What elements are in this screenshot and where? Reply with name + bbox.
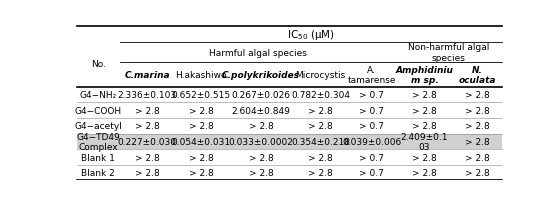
Text: > 2.8: > 2.8: [189, 153, 213, 162]
Text: 0.267±0.026: 0.267±0.026: [231, 90, 291, 100]
Text: > 0.7: > 0.7: [360, 106, 384, 115]
Text: > 2.8: > 2.8: [465, 122, 490, 131]
Text: > 2.8: > 2.8: [189, 106, 213, 115]
Text: > 2.8: > 2.8: [465, 153, 490, 162]
Text: > 2.8: > 2.8: [412, 90, 437, 100]
Text: > 2.8: > 2.8: [249, 153, 273, 162]
Text: G4−COOH: G4−COOH: [74, 106, 122, 115]
Text: Microcystis: Microcystis: [296, 71, 346, 80]
Text: H.akashiwo: H.akashiwo: [175, 71, 227, 80]
Text: > 0.7: > 0.7: [360, 90, 384, 100]
Text: > 2.8: > 2.8: [465, 168, 490, 177]
Text: > 2.8: > 2.8: [308, 122, 333, 131]
Text: G4−acetyl: G4−acetyl: [74, 122, 122, 131]
Text: > 0.7: > 0.7: [360, 153, 384, 162]
Text: 0.039±0.006: 0.039±0.006: [342, 137, 402, 146]
Text: G4−NH₂: G4−NH₂: [80, 90, 117, 100]
Text: > 2.8: > 2.8: [135, 122, 160, 131]
Text: > 2.8: > 2.8: [249, 168, 273, 177]
Text: Non-harmful algal
species: Non-harmful algal species: [408, 43, 489, 63]
Bar: [77, 134, 502, 149]
Text: 0.033±0.0002: 0.033±0.0002: [228, 137, 293, 146]
Text: N.
oculata: N. oculata: [459, 65, 496, 85]
Text: > 2.8: > 2.8: [308, 153, 333, 162]
Text: 2.409±0.1
03: 2.409±0.1 03: [401, 132, 448, 151]
Text: > 0.7: > 0.7: [360, 122, 384, 131]
Text: > 2.8: > 2.8: [249, 122, 273, 131]
Text: > 2.8: > 2.8: [308, 168, 333, 177]
Text: Blank 1: Blank 1: [81, 153, 115, 162]
Text: Harmful algal species: Harmful algal species: [209, 48, 307, 58]
Text: > 0.7: > 0.7: [360, 168, 384, 177]
Text: > 2.8: > 2.8: [189, 168, 213, 177]
Text: G4−TD49
Complex: G4−TD49 Complex: [76, 132, 120, 151]
Text: 0.652±0.515: 0.652±0.515: [172, 90, 231, 100]
Text: > 2.8: > 2.8: [412, 153, 437, 162]
Text: 0.054±0.031: 0.054±0.031: [172, 137, 231, 146]
Text: 0.354±0.218: 0.354±0.218: [291, 137, 350, 146]
Text: > 2.8: > 2.8: [412, 168, 437, 177]
Text: C.polykrikoides: C.polykrikoides: [222, 71, 300, 80]
Text: > 2.8: > 2.8: [465, 106, 490, 115]
Text: > 2.8: > 2.8: [465, 137, 490, 146]
Text: > 2.8: > 2.8: [412, 106, 437, 115]
Text: IC$_{50}$ (μM): IC$_{50}$ (μM): [287, 28, 335, 42]
Text: Blank 2: Blank 2: [81, 168, 115, 177]
Text: > 2.8: > 2.8: [465, 90, 490, 100]
Text: > 2.8: > 2.8: [135, 153, 160, 162]
Text: 2.604±0.849: 2.604±0.849: [231, 106, 290, 115]
Text: No.: No.: [91, 60, 106, 68]
Text: 0.227±0.030: 0.227±0.030: [118, 137, 176, 146]
Text: C.marina: C.marina: [124, 71, 170, 80]
Text: > 2.8: > 2.8: [135, 168, 160, 177]
Text: > 2.8: > 2.8: [308, 106, 333, 115]
Text: Amphidiniu
m sp.: Amphidiniu m sp.: [395, 65, 454, 85]
Text: > 2.8: > 2.8: [189, 122, 213, 131]
Text: > 2.8: > 2.8: [135, 106, 160, 115]
Text: 0.782±0.304: 0.782±0.304: [291, 90, 350, 100]
Text: 2.336±0.103: 2.336±0.103: [118, 90, 176, 100]
Text: A.
tamarense: A. tamarense: [348, 65, 396, 85]
Text: > 2.8: > 2.8: [412, 122, 437, 131]
